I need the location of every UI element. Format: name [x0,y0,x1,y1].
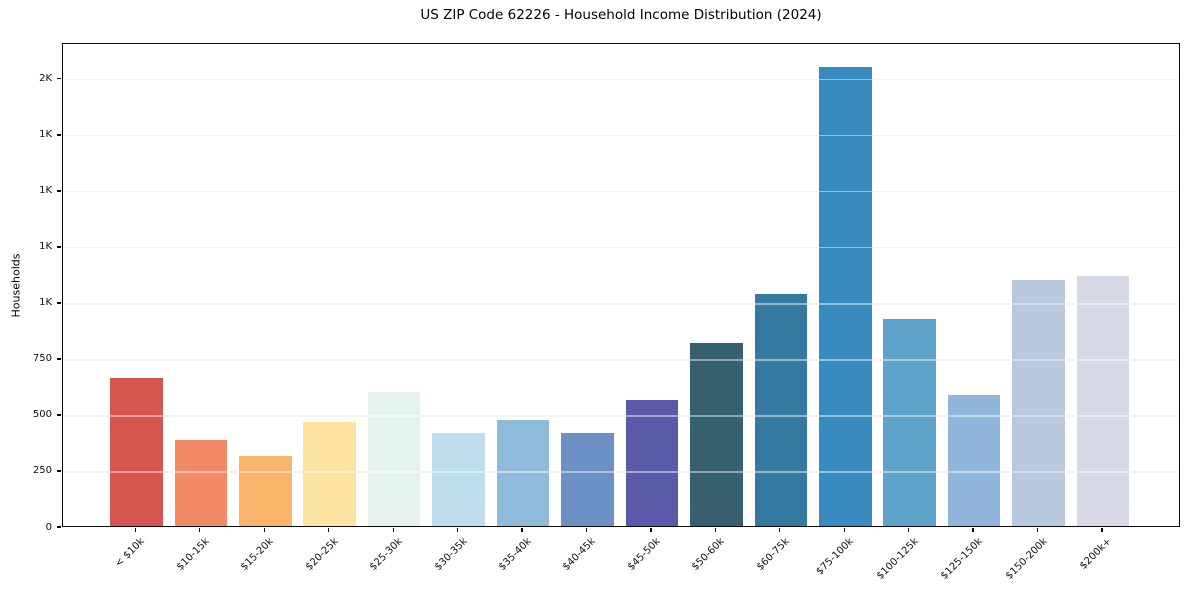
y-tick-label: 0 [45,521,52,533]
x-tick-mark [972,527,974,532]
x-tick-mark [521,527,523,532]
gridline [63,303,1179,305]
bar [947,395,1001,526]
y-tick-mark [56,526,61,528]
plot-area [62,43,1180,527]
x-tick-mark [843,527,845,532]
gridline [63,415,1179,417]
y-tick-label: 1K [39,297,52,309]
y-tick-label: 250 [32,465,52,477]
x-tick-mark [1036,527,1039,532]
gridline [63,79,1179,81]
x-tick-mark [392,527,394,532]
gridline [63,247,1179,249]
chart-title: US ZIP Code 62226 - Household Income Dis… [420,7,822,23]
gridline [63,359,1179,361]
y-tick-label: 1K [39,129,52,141]
gridline [63,471,1179,473]
bar [238,456,292,526]
x-tick-mark [714,527,716,532]
y-tick-label: 1K [39,241,52,253]
bar [754,294,808,526]
bar [496,420,550,526]
gridline-overlay [63,79,1179,81]
y-tick-mark [56,470,61,472]
gridline-overlay [63,471,1179,473]
gridline-overlay [63,415,1179,417]
gridline-overlay [63,191,1179,193]
bar [303,422,356,526]
bar [1076,275,1130,526]
y-tick-mark [56,358,61,360]
gridline-overlay [63,303,1179,305]
x-tick-label: < $10k [113,536,148,570]
x-tick-mark [650,527,652,532]
y-tick-label: 750 [32,353,52,365]
bar [625,400,679,526]
x-tick-mark [134,527,137,532]
x-tick-mark [779,527,781,532]
y-tick-mark [56,414,61,416]
x-tick-mark [456,527,459,532]
y-tick-label: 2K [39,73,52,85]
bar [883,319,936,526]
bar [110,377,163,526]
y-tick-label: 500 [32,409,52,421]
gridline-overlay [63,359,1179,361]
bar [818,66,872,526]
gridline-overlay [63,247,1179,249]
y-tick-mark [56,190,61,192]
x-tick-mark [908,527,910,532]
gridline [63,135,1179,137]
y-tick-mark [56,246,61,248]
x-tick-mark [263,527,265,532]
bar [1012,280,1065,526]
x-tick-mark [1101,527,1103,532]
y-tick-label: 1K [39,185,52,197]
x-tick-mark [585,527,588,532]
bar [561,433,614,526]
gridline [63,191,1179,193]
gridline-overlay [63,135,1179,137]
bar [690,342,743,526]
y-tick-mark [56,78,61,80]
y-tick-mark [56,134,61,136]
x-tick-mark [199,527,201,532]
y-tick-mark [56,302,61,304]
x-tick-mark [328,527,330,532]
bar [367,391,421,526]
bar [432,432,485,526]
bar [174,439,228,526]
